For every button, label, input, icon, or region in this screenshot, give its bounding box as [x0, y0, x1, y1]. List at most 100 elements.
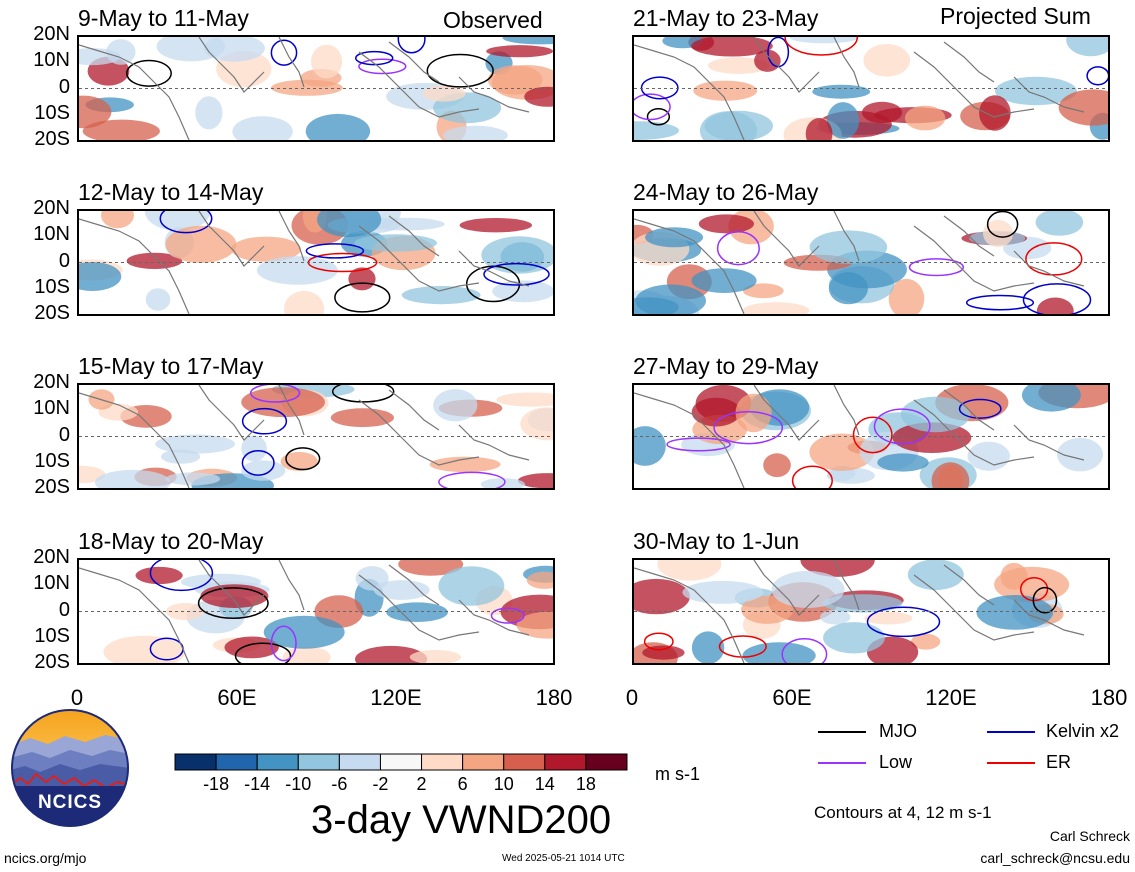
anomaly-shading	[386, 602, 448, 622]
anomaly-shading	[691, 397, 741, 427]
wave-contour	[358, 58, 407, 75]
lat-label: 10S	[34, 450, 70, 472]
ncics-logo: NCICS	[10, 708, 130, 828]
anomaly-shading	[311, 44, 343, 79]
legend-label-low: Low	[879, 752, 913, 772]
footer-url: ncics.org/mjo	[4, 850, 87, 866]
lat-label: 10S	[34, 625, 70, 647]
anomaly-shading	[231, 236, 301, 262]
lat-label: 10N	[33, 49, 70, 71]
anomaly-shading	[241, 460, 286, 481]
anomaly-shading	[826, 102, 860, 139]
anomaly-shading	[422, 85, 466, 102]
anomaly-shading	[82, 119, 160, 140]
lat-label: 20S	[34, 302, 70, 324]
anomaly-shading	[1058, 89, 1108, 126]
wave-contour	[354, 50, 394, 66]
anomaly-shading	[861, 101, 903, 124]
wave-contour	[490, 607, 525, 624]
wave-contour	[334, 282, 391, 313]
panel-title: 15-May to 17-May	[78, 353, 264, 379]
colorbar-swatch	[338, 753, 381, 771]
wave-contour	[197, 587, 269, 620]
wave-contour	[1025, 242, 1083, 276]
map-field	[79, 37, 553, 140]
wave-contour	[126, 59, 172, 87]
anomaly-shading	[967, 441, 1010, 471]
wave-contour	[149, 560, 214, 592]
anomaly-shading	[459, 218, 532, 233]
anomaly-shading	[165, 472, 221, 486]
panel-title: 24-May to 26-May	[633, 179, 819, 205]
lat-label: 20N	[33, 23, 70, 45]
wave-contour	[908, 258, 965, 277]
anomaly-shading	[79, 48, 121, 66]
anomaly-shading	[126, 252, 183, 269]
anomaly-shading	[645, 227, 704, 248]
lon-label: 180	[535, 685, 573, 710]
anomaly-shading	[271, 79, 343, 96]
anomaly-shading	[263, 615, 345, 649]
wave-contour	[270, 625, 297, 662]
wave-contour	[643, 632, 674, 651]
anomaly-shading	[232, 116, 293, 140]
anomaly-shading	[330, 408, 394, 428]
wave-contour	[159, 211, 213, 234]
lon-label: 180	[1090, 685, 1128, 710]
main-title: 3-day VWND200	[311, 798, 612, 842]
panel-title: 27-May to 29-May	[633, 353, 819, 379]
legend-swatch-kelvin	[987, 731, 1035, 733]
anomaly-shading	[135, 566, 183, 585]
anomaly-shading	[516, 611, 553, 639]
lat-label: 10S	[34, 102, 70, 124]
logo-text: NCICS	[37, 792, 103, 813]
lon-label: 60E	[217, 685, 257, 710]
anomaly-shading	[698, 214, 754, 234]
anomaly-shading	[79, 95, 112, 129]
anomaly-shading	[155, 434, 235, 454]
colorbar-label: 6	[457, 774, 468, 794]
anomaly-shading	[524, 86, 553, 107]
wave-contour	[986, 211, 1019, 238]
wave-contour	[666, 437, 731, 452]
lat-label: 20N	[33, 546, 70, 568]
colorbar-label: -14	[244, 774, 271, 794]
colorbar-swatch	[585, 753, 628, 771]
lat-label: 20S	[34, 476, 70, 498]
wave-contour	[634, 93, 671, 121]
anomaly-shading	[241, 435, 267, 462]
anomaly-shading	[496, 392, 553, 407]
anomaly-shading	[398, 560, 464, 576]
colorbar-swatch	[215, 753, 258, 771]
anomaly-shading	[634, 121, 679, 140]
map-panel	[632, 209, 1110, 316]
coastline	[79, 560, 530, 663]
colorbar-swatch	[503, 753, 546, 771]
anomaly-shading	[789, 37, 860, 44]
anomaly-shading	[823, 622, 885, 654]
anomaly-shading	[979, 95, 1011, 131]
contours-note: Contours at 4, 12 m s-1	[814, 803, 992, 822]
anomaly-shading	[995, 76, 1077, 106]
anomaly-shading	[373, 580, 430, 600]
panel-title: 30-May to 1-Jun	[633, 528, 800, 554]
colorbar-label: 10	[493, 774, 514, 794]
anomaly-shading	[911, 633, 941, 650]
anomaly-shading	[355, 645, 428, 663]
anomaly-shading	[409, 650, 461, 663]
lat-label: 0	[58, 250, 70, 272]
coastline	[634, 37, 1085, 140]
lat-label: 10N	[33, 572, 70, 594]
anomaly-shading	[438, 566, 505, 606]
anomaly-shading	[526, 571, 553, 589]
legend-label-mjo: MJO	[879, 721, 917, 741]
anomaly-shading	[354, 234, 438, 252]
anomaly-shading	[1066, 37, 1108, 57]
anomaly-shading	[754, 49, 781, 72]
map-panel	[77, 558, 555, 665]
anomaly-shading	[907, 560, 964, 591]
anomaly-shading	[79, 262, 122, 291]
wave-contour	[784, 37, 859, 56]
anomaly-shading	[355, 566, 389, 591]
anomaly-shading	[502, 37, 553, 45]
